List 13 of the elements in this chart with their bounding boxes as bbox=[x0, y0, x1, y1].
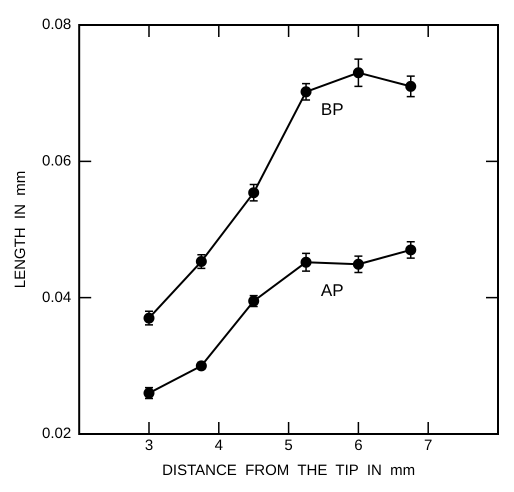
y-tick-label: 0.04 bbox=[42, 288, 72, 306]
y-axis-title: LENGTH IN mm bbox=[12, 170, 30, 288]
x-tick-label: 5 bbox=[284, 437, 293, 454]
x-tick-label: 7 bbox=[424, 437, 432, 454]
y-tick-label: 0.08 bbox=[42, 16, 72, 34]
series-label: AP bbox=[320, 280, 344, 300]
x-tick-label: 6 bbox=[354, 437, 363, 454]
x-tick-label: 4 bbox=[214, 437, 223, 454]
series-label: BP bbox=[320, 100, 344, 119]
y-tick-label: 0.06 bbox=[42, 152, 72, 170]
x-axis-title: DISTANCE FROM THE TIP IN mm bbox=[162, 462, 416, 480]
x-tick-label: 3 bbox=[144, 437, 154, 454]
y-tick-label: 0.02 bbox=[42, 425, 72, 442]
